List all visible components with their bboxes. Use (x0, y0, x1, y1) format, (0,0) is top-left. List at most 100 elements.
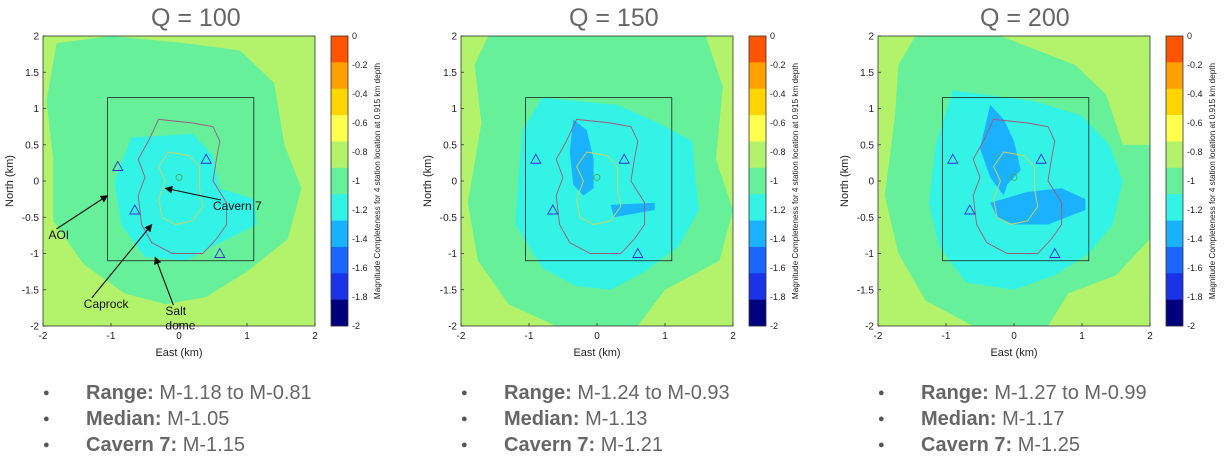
heatmap-zones (878, 36, 1150, 326)
station-marker (632, 247, 644, 258)
colorbar-segment (331, 141, 348, 169)
colorbar-segment (1166, 141, 1183, 169)
stat-median: Median: M-1.05 (38, 406, 312, 432)
colorbar-tick-label: -0.8 (1187, 147, 1203, 157)
colorbar-segment (1166, 299, 1183, 327)
caprock-outline (993, 151, 1039, 225)
y-tick-label: 1 (33, 104, 39, 115)
colorbar-segment (331, 194, 348, 221)
colorbar-tick-label: 0 (1187, 31, 1192, 41)
colorbar-tick-label: -1 (770, 176, 778, 186)
colorbar-segment (331, 115, 348, 142)
colorbar-tick-label: -0.2 (352, 60, 368, 70)
stat-cavern7: Cavern 7: M-1.21 (456, 432, 730, 458)
colorbar-segment (331, 220, 348, 248)
x-tick-label: 1 (1079, 331, 1085, 342)
y-tick-label: -1 (865, 249, 874, 260)
chart-panel-q100: Q = 100 -2 -1 0 1 2 2 1.5 1 0.5 0 -0.5 -1 -1.5 -2 East… (0, 0, 400, 460)
station-marker (1049, 247, 1061, 258)
heatmap-zones (43, 36, 315, 326)
colorbar-tick-label: -1.4 (770, 234, 786, 244)
x-tick-label: -1 (942, 331, 951, 342)
colorbar-label: Magnitude Completeness for 4 station loc… (373, 62, 382, 299)
colorbar-tick-label: -2 (770, 321, 778, 331)
y-tick-label: 2 (33, 32, 39, 43)
colorbar-tick-label: -1 (1187, 176, 1195, 186)
stat-cavern7-value: M-1.25 (1017, 434, 1080, 456)
x-axis-label: East (km) (155, 347, 202, 359)
stat-cavern7: Cavern 7: M-1.25 (873, 432, 1147, 458)
colorbar-segment (331, 88, 348, 116)
colorbar-tick-label: -2 (352, 321, 360, 331)
y-tick-label: 1.5 (25, 68, 39, 79)
colorbar-tick-label: -1.8 (352, 292, 368, 302)
colorbar-segment (749, 88, 766, 116)
stat-median-value: M-1.17 (1002, 408, 1065, 430)
x-axis-label: East (km) (573, 347, 620, 359)
colorbar-segment (749, 141, 766, 169)
colorbar-segment (1166, 115, 1183, 142)
stat-range-value: M-1.18 to M-0.81 (159, 382, 312, 404)
caprock-outline (576, 151, 622, 225)
colorbar-segment (331, 299, 348, 327)
colorbar-segment (331, 62, 348, 90)
y-tick-label: -1 (30, 249, 39, 260)
heatmap-contour-zone (610, 202, 655, 218)
colorbar-frame (1165, 35, 1184, 327)
y-tick-label: -0.5 (440, 213, 458, 224)
colorbar-tick-label: -0.8 (770, 147, 786, 157)
y-axis-label: North (km) (422, 155, 434, 207)
heatmap-contour-zone (515, 97, 699, 290)
chart-svg: -2 -1 0 1 2 2 1.5 1 0.5 0 -0.5 -1 -1.5 -2 East (km) Nor… (4, 31, 382, 359)
colorbar-segment (1166, 194, 1183, 221)
x-tick-label: -2 (874, 331, 883, 342)
salt-dome-outline (972, 118, 1063, 254)
annotation-arrow (164, 185, 222, 201)
colorbar-segment (1166, 36, 1183, 63)
stat-cavern7-value: M-1.15 (182, 434, 245, 456)
stat-cavern7-label: Cavern 7: (921, 434, 1013, 456)
stat-median-value: M-1.13 (585, 408, 648, 430)
y-axis-label: North (km) (839, 155, 851, 207)
colorbar-tick-label: -0.6 (352, 118, 368, 128)
colorbar-segment (1166, 246, 1183, 274)
colorbar-tick-label: -1.2 (352, 205, 368, 215)
stat-median: Median: M-1.13 (456, 406, 730, 432)
colorbar-segment (331, 246, 348, 274)
station-marker (547, 204, 559, 215)
colorbar-tick-label: -1 (352, 176, 360, 186)
chart-title: Q = 100 (151, 4, 241, 32)
stat-range-value: M-1.24 to M-0.93 (577, 382, 730, 404)
colorbar-segment (749, 62, 766, 90)
y-tick-label: -0.5 (857, 213, 875, 224)
colorbar-segment (1166, 88, 1183, 116)
chart-panel-q200: Q = 200 -2 -1 0 1 2 2 1.5 1 0.5 0 -0.5 -1 -1.5 -2 East… (835, 0, 1225, 460)
station-marker (964, 204, 976, 215)
aoi-box (942, 97, 1090, 262)
y-tick-label: 0 (868, 177, 874, 188)
cavern-7-marker (593, 173, 601, 181)
colorbar-segment (331, 167, 348, 195)
station-marker (530, 153, 542, 164)
colorbar-segment (1166, 273, 1183, 300)
annotation-label: dome (165, 319, 195, 333)
x-tick-label: 2 (730, 331, 736, 342)
station-marker (129, 204, 141, 215)
y-tick-label: 0 (451, 177, 457, 188)
cavern-7-marker (175, 173, 183, 181)
colorbar-tick-label: -0.2 (770, 60, 786, 70)
x-tick-label: -1 (525, 331, 534, 342)
stats-list: Range: M-1.18 to M-0.81 Median: M-1.05 C… (38, 380, 312, 458)
colorbar-tick-label: -1.2 (770, 205, 786, 215)
colorbar-tick-label: -1.6 (770, 263, 786, 273)
colorbar-tick-label: -0.4 (352, 89, 368, 99)
stat-median: Median: M-1.17 (873, 406, 1147, 432)
colorbar-tick-label: -2 (1187, 321, 1195, 331)
y-tick-label: -2 (30, 322, 39, 333)
y-tick-label: -0.5 (22, 213, 40, 224)
colorbar-segment (1166, 167, 1183, 195)
salt-dome-outline (137, 118, 228, 254)
stat-range-label: Range: (504, 382, 572, 404)
y-tick-label: -1.5 (440, 285, 458, 296)
caprock-outline (158, 151, 204, 225)
